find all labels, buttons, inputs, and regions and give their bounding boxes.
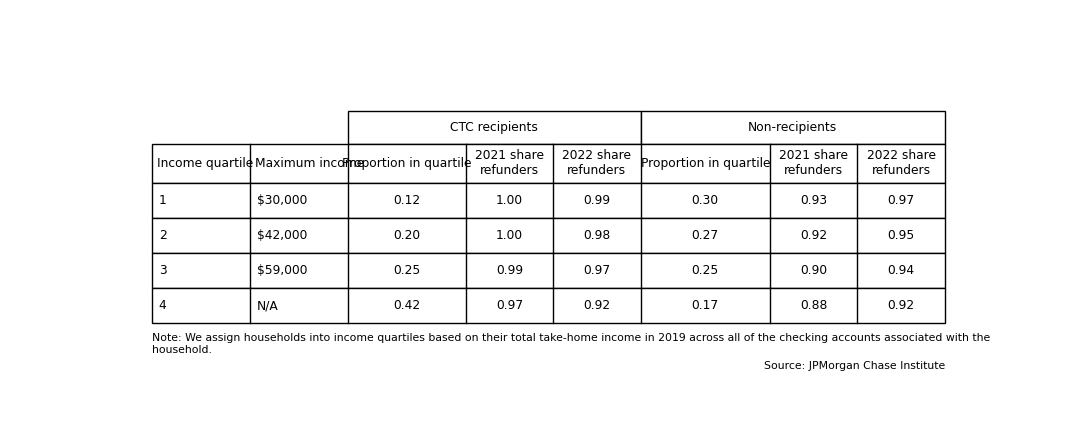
Text: 0.20: 0.20 xyxy=(393,229,421,242)
Text: 0.97: 0.97 xyxy=(583,264,611,277)
Text: 2022 share
refunders: 2022 share refunders xyxy=(867,149,935,177)
Text: Income quartile: Income quartile xyxy=(157,157,254,170)
Bar xyxy=(641,111,945,144)
Text: Proportion in quartile: Proportion in quartile xyxy=(342,157,472,170)
Text: 2022 share
refunders: 2022 share refunders xyxy=(563,149,631,177)
Text: Proportion in quartile: Proportion in quartile xyxy=(641,157,770,170)
Text: 4: 4 xyxy=(158,299,166,312)
Text: 0.42: 0.42 xyxy=(393,299,421,312)
Text: 0.92: 0.92 xyxy=(800,229,827,242)
Text: 0.90: 0.90 xyxy=(800,264,827,277)
Bar xyxy=(152,288,945,323)
Text: 2021 share
refunders: 2021 share refunders xyxy=(779,149,849,177)
Text: Note: We assign households into income quartiles based on their total take-home : Note: We assign households into income q… xyxy=(152,333,990,355)
Text: Source: JPMorgan Chase Institute: Source: JPMorgan Chase Institute xyxy=(764,361,945,371)
Bar xyxy=(152,218,945,253)
Text: 0.25: 0.25 xyxy=(691,264,719,277)
Text: 2: 2 xyxy=(158,229,166,242)
Text: 1.00: 1.00 xyxy=(495,194,523,207)
Text: 0.98: 0.98 xyxy=(583,229,611,242)
Text: 0.95: 0.95 xyxy=(887,229,915,242)
Text: 0.92: 0.92 xyxy=(887,299,915,312)
Text: 0.30: 0.30 xyxy=(691,194,719,207)
Bar xyxy=(152,253,945,288)
Text: 0.27: 0.27 xyxy=(691,229,719,242)
Text: $42,000: $42,000 xyxy=(257,229,307,242)
Text: CTC recipients: CTC recipients xyxy=(450,121,538,134)
Text: 0.88: 0.88 xyxy=(800,299,827,312)
Text: 2021 share
refunders: 2021 share refunders xyxy=(475,149,544,177)
Text: 1.00: 1.00 xyxy=(495,229,523,242)
Bar xyxy=(152,183,945,218)
Text: $59,000: $59,000 xyxy=(257,264,307,277)
Bar xyxy=(348,111,641,144)
Text: 0.97: 0.97 xyxy=(887,194,915,207)
Text: 0.92: 0.92 xyxy=(583,299,611,312)
Text: $30,000: $30,000 xyxy=(257,194,307,207)
Text: 3: 3 xyxy=(158,264,166,277)
Text: 0.97: 0.97 xyxy=(495,299,523,312)
Bar xyxy=(152,144,945,183)
Text: 1: 1 xyxy=(158,194,166,207)
Text: 0.17: 0.17 xyxy=(691,299,719,312)
Text: 0.93: 0.93 xyxy=(800,194,827,207)
Text: 0.94: 0.94 xyxy=(887,264,915,277)
Text: 0.99: 0.99 xyxy=(583,194,611,207)
Text: N/A: N/A xyxy=(257,299,278,312)
Text: Maximum income: Maximum income xyxy=(255,157,364,170)
Text: 0.12: 0.12 xyxy=(393,194,421,207)
Text: 0.25: 0.25 xyxy=(393,264,421,277)
Text: Non-recipients: Non-recipients xyxy=(748,121,838,134)
Text: 0.99: 0.99 xyxy=(495,264,523,277)
